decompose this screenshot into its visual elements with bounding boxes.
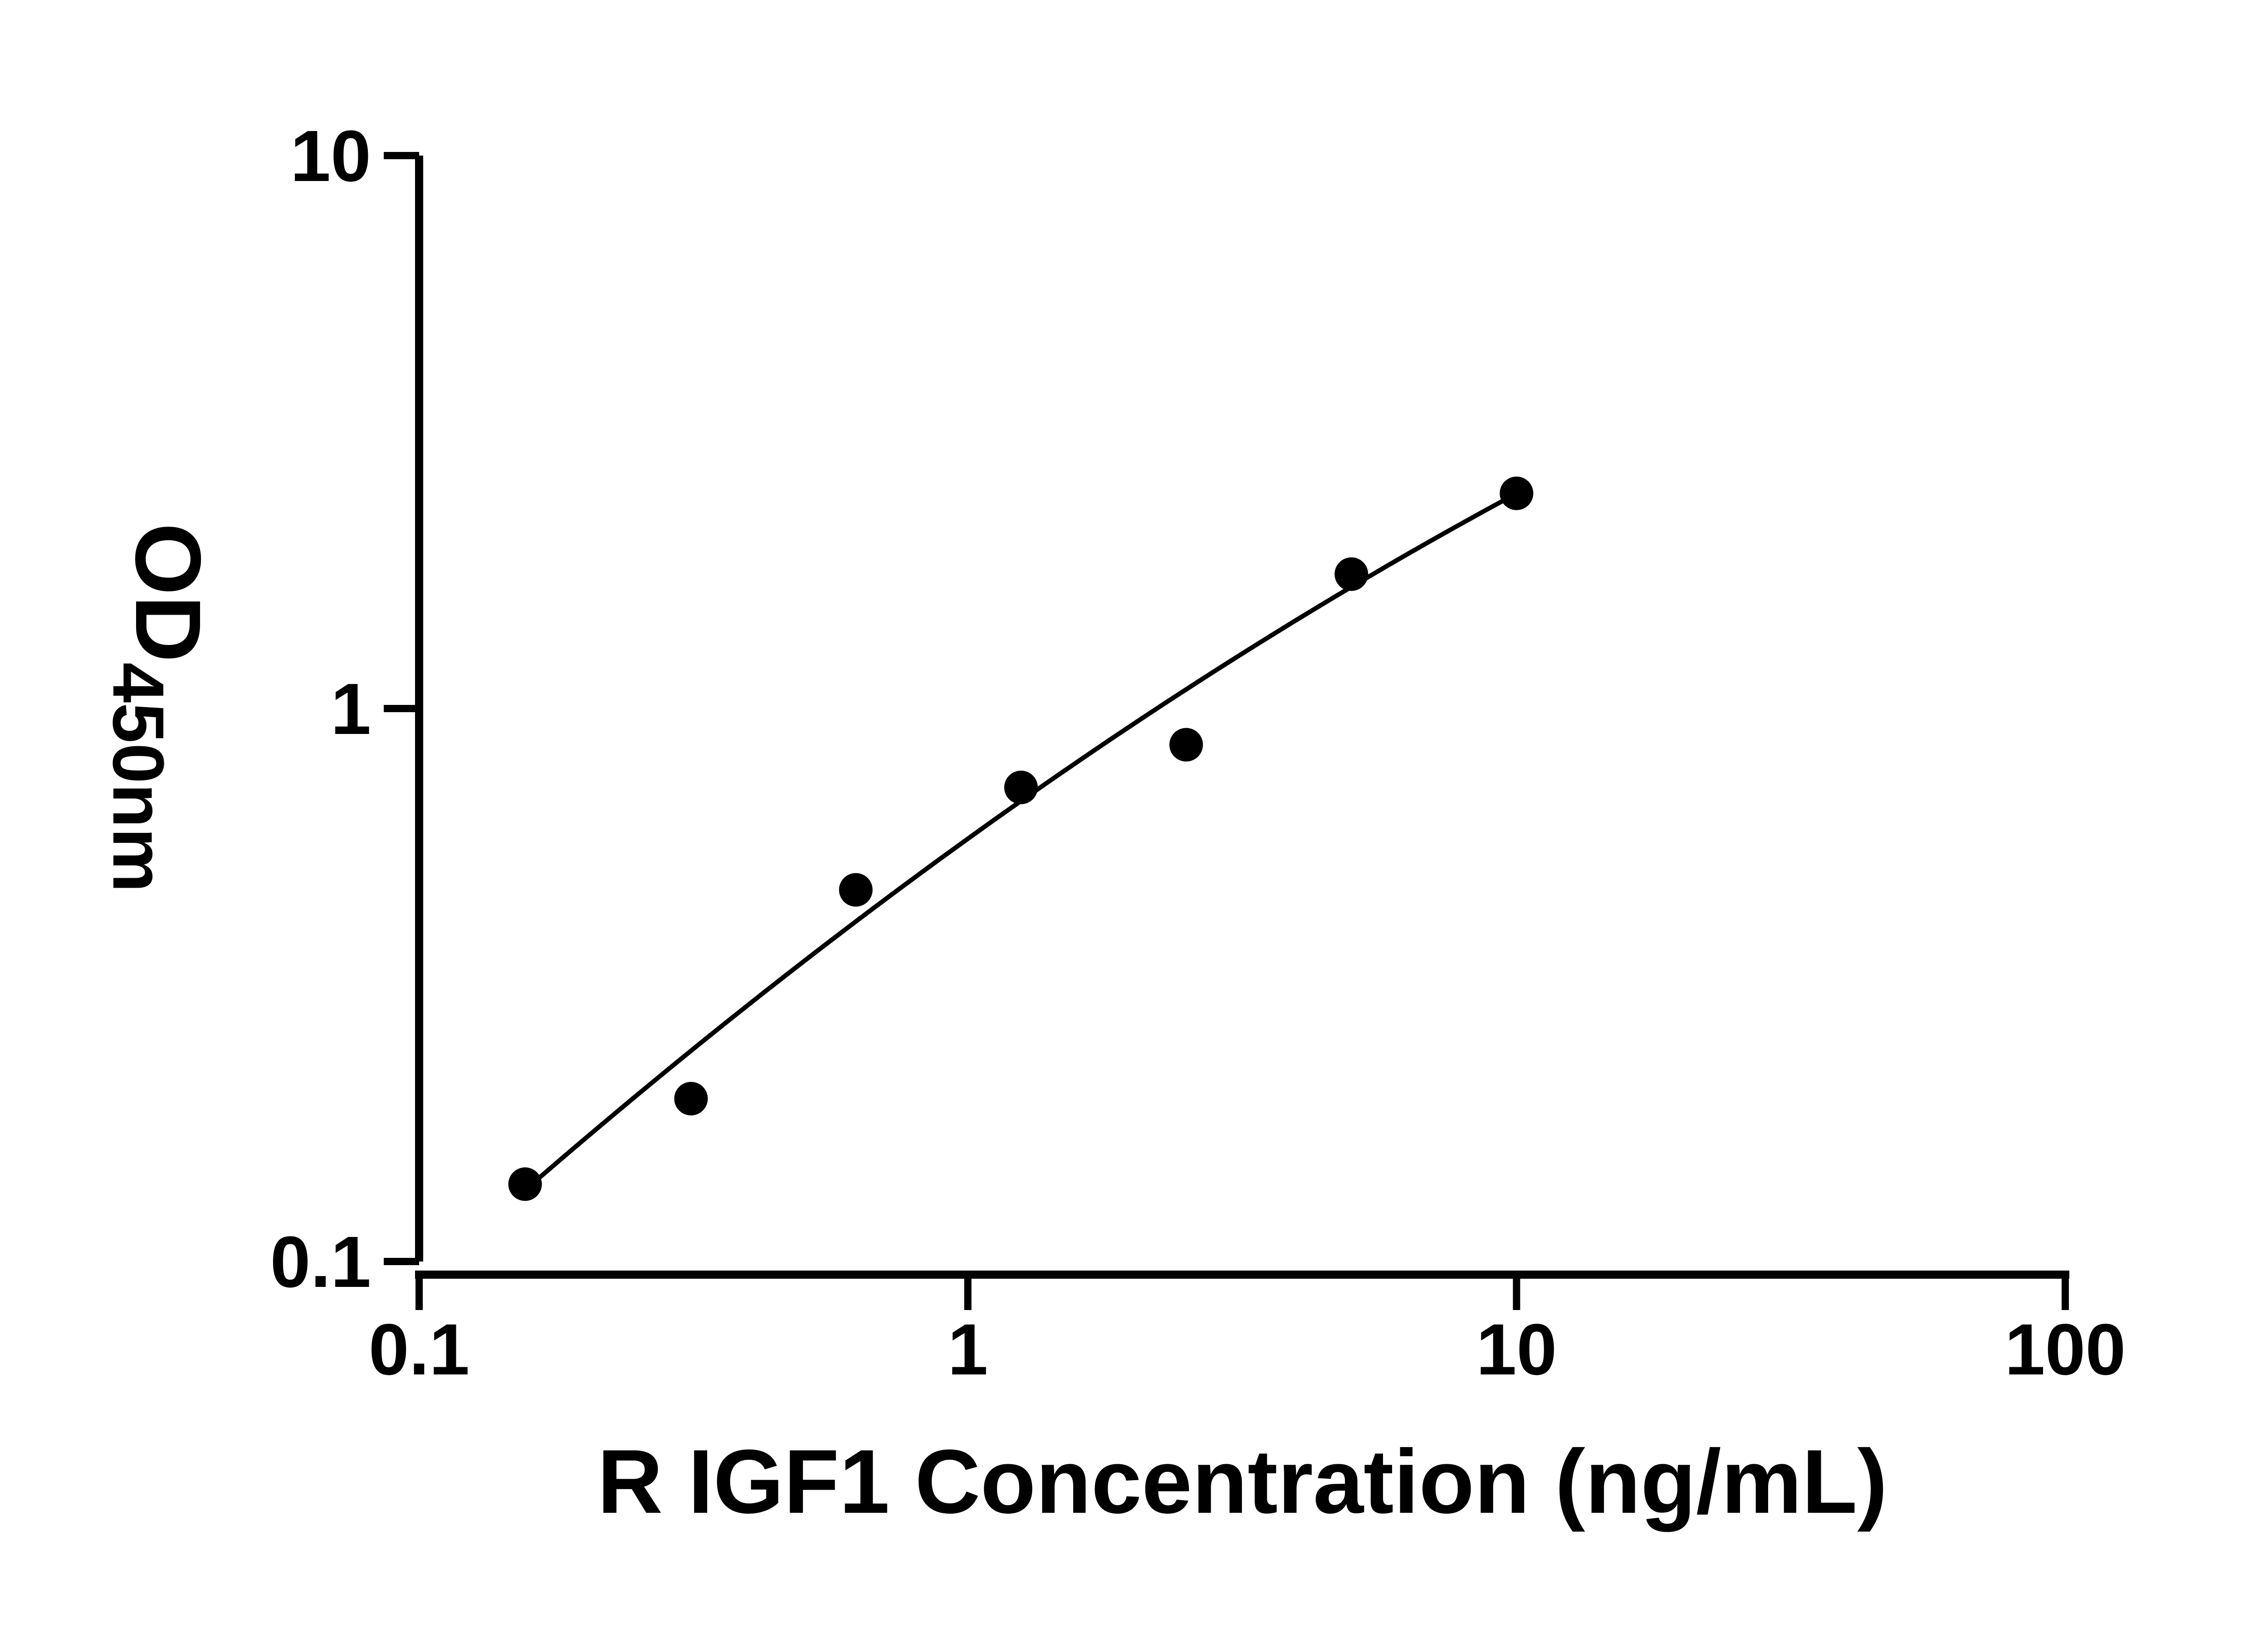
- y-axis-title-sub: 450nm: [98, 662, 179, 892]
- x-tick-label: 100: [2005, 1309, 2126, 1390]
- y-tick-label: 1: [331, 668, 371, 749]
- data-point: [1004, 770, 1038, 804]
- data-points: [508, 476, 1534, 1201]
- y-tick-label: 10: [290, 115, 371, 196]
- x-tick-label: 0.1: [369, 1309, 469, 1390]
- y-axis-title-main: OD: [116, 523, 220, 663]
- data-point: [508, 1167, 542, 1201]
- axes-group: 0.1 1 10 100 0.1 1 10: [270, 115, 2126, 1390]
- x-axis-title: R IGF1 Concentration (ng/mL): [597, 1431, 1887, 1532]
- x-tick-label: 1: [948, 1309, 988, 1390]
- data-point: [839, 873, 873, 907]
- data-point: [1500, 476, 1534, 510]
- data-point: [674, 1082, 708, 1115]
- x-tick-label: 10: [1476, 1309, 1557, 1390]
- fit-curve: [523, 491, 1519, 1193]
- data-point: [1334, 557, 1369, 591]
- y-tick-label: 0.1: [270, 1221, 371, 1302]
- data-point: [1169, 728, 1203, 762]
- y-axis-title: OD450nm: [98, 523, 220, 892]
